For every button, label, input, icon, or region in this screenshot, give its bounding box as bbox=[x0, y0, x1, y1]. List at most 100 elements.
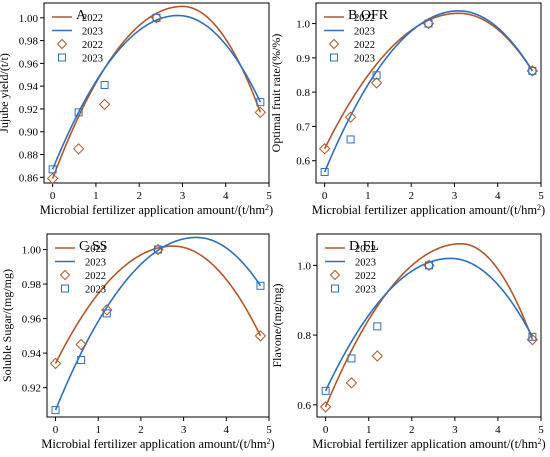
y-tick-label: 1.0 bbox=[296, 19, 310, 31]
x-tick-label: 0 bbox=[323, 424, 329, 436]
fit-line-2022 bbox=[324, 242, 534, 408]
data-point-2022 bbox=[318, 143, 331, 155]
x-tick-label: 5 bbox=[266, 424, 272, 436]
legend-label: 2022 bbox=[354, 40, 375, 51]
superscript: 2 bbox=[538, 437, 542, 446]
y-tick-label: 0.98 bbox=[19, 36, 39, 48]
y-tick-label: 0.8 bbox=[296, 87, 310, 99]
y-tick-label: 0.9 bbox=[296, 53, 310, 65]
x-tick-label: 5 bbox=[266, 190, 272, 202]
legend-label: 2022 bbox=[85, 271, 106, 282]
y-tick-label: 0.94 bbox=[22, 348, 42, 360]
data-point-2023 bbox=[373, 322, 382, 331]
fit-line-2023 bbox=[54, 236, 262, 411]
legend-label: 2023 bbox=[85, 258, 106, 269]
data-point-2022 bbox=[254, 330, 267, 342]
plot-frame bbox=[43, 2, 270, 184]
data-point-2023 bbox=[256, 98, 265, 107]
legend-label: 2022 bbox=[355, 271, 376, 282]
y-tick-label: 0.96 bbox=[22, 314, 42, 326]
y-axis-label: Soluble Sugar/(mg/mg) bbox=[0, 269, 14, 382]
x-tick-label: 2 bbox=[409, 424, 415, 436]
legend-diamond-swatch bbox=[328, 38, 340, 50]
x-tick-label: 1 bbox=[365, 190, 371, 202]
y-tick-label: 0.7 bbox=[296, 121, 310, 133]
y-tick-label: 0.6 bbox=[296, 156, 310, 168]
legend-square-swatch bbox=[58, 53, 66, 62]
y-tick-label: 0.88 bbox=[19, 150, 39, 162]
legend-label: 2022 bbox=[85, 244, 106, 255]
data-point-2022 bbox=[72, 143, 85, 155]
data-point-2022 bbox=[370, 77, 383, 89]
data-point-2023 bbox=[528, 332, 537, 341]
x-tick-label: 1 bbox=[95, 424, 101, 436]
data-point-2023 bbox=[102, 309, 111, 318]
data-point-2023 bbox=[321, 386, 330, 395]
data-point-2023 bbox=[152, 13, 161, 22]
y-tick-label: 0.96 bbox=[19, 58, 39, 70]
x-tick-label: 3 bbox=[180, 190, 186, 202]
x-tick-label: 3 bbox=[452, 190, 458, 202]
legend-label: 2023 bbox=[354, 54, 375, 65]
superscript: 2 bbox=[265, 203, 269, 212]
x-tick-label: 4 bbox=[495, 190, 501, 202]
x-axis-label: Microbial fertilizer application amount/… bbox=[40, 203, 273, 218]
fit-line-2023 bbox=[51, 14, 262, 170]
y-tick-label: 0.86 bbox=[19, 172, 39, 184]
y-tick-label: 0.90 bbox=[19, 127, 39, 139]
legend: 2022 2023 2022 2023 bbox=[324, 13, 375, 65]
data-point-2023 bbox=[48, 165, 57, 174]
legend-label: 2023 bbox=[354, 27, 375, 38]
y-tick-label: 0.92 bbox=[19, 104, 38, 116]
plot-frame bbox=[46, 233, 270, 418]
x-tick-label: 2 bbox=[408, 190, 414, 202]
data-point-2023 bbox=[424, 19, 433, 28]
legend: 2022 2023 2022 2023 bbox=[325, 244, 376, 296]
legend-label: 2022 bbox=[354, 13, 375, 24]
data-point-2023 bbox=[154, 245, 162, 254]
data-point-2023 bbox=[372, 71, 381, 80]
x-tick-label: 0 bbox=[53, 424, 59, 436]
y-axis-label: Optimal fruit rate/(%/%) bbox=[269, 34, 283, 153]
panel-label: B OFR bbox=[348, 8, 389, 23]
legend-square-swatch bbox=[61, 284, 69, 293]
data-point-2023 bbox=[51, 406, 60, 415]
data-point-2023 bbox=[346, 135, 355, 144]
data-point-2022 bbox=[98, 98, 111, 111]
data-point-2022 bbox=[49, 357, 62, 370]
panel-b: 0 1 2 3 4 5 0.6 0.7 0.8 0.9 1.0 Microbial fertilize… bbox=[269, 2, 545, 218]
legend-label: 2022 bbox=[355, 244, 376, 255]
x-tick-label: 1 bbox=[366, 424, 372, 436]
data-point-2023 bbox=[100, 81, 109, 90]
data-point-2023 bbox=[77, 356, 86, 365]
x-tick-label: 1 bbox=[93, 190, 99, 202]
legend: 2022 2023 2022 2023 bbox=[52, 13, 103, 65]
y-tick-label: 0.94 bbox=[19, 81, 39, 93]
panel-label: A bbox=[76, 8, 87, 23]
legend-label: 2022 bbox=[82, 40, 103, 51]
data-point-2023 bbox=[425, 261, 433, 270]
x-axis-label: Microbial fertilizer application amount/… bbox=[312, 203, 545, 218]
legend-diamond-swatch bbox=[56, 38, 68, 50]
legend-diamond-swatch bbox=[59, 269, 71, 281]
superscript: 2 bbox=[267, 437, 271, 446]
x-tick-label: 5 bbox=[538, 424, 544, 436]
y-tick-label: 0.8 bbox=[297, 330, 311, 342]
legend-label: 2023 bbox=[85, 285, 106, 296]
x-tick-label: 5 bbox=[538, 190, 544, 202]
legend-label: 2023 bbox=[355, 285, 376, 296]
y-tick-label: 1.00 bbox=[22, 245, 42, 257]
y-tick-label: 0.92 bbox=[22, 383, 41, 395]
panel-label: C SS bbox=[79, 239, 107, 254]
panel-d: 0 1 2 3 4 5 0.6 0.8 1.0 Microbial fertilizer appl… bbox=[270, 233, 546, 451]
legend-label: 2023 bbox=[82, 27, 103, 38]
x-tick-label: 3 bbox=[181, 424, 187, 436]
data-point-2023 bbox=[347, 354, 356, 363]
legend-diamond-swatch bbox=[329, 269, 341, 281]
legend-square-swatch bbox=[331, 284, 339, 293]
y-tick-label: 1.00 bbox=[19, 13, 39, 25]
data-point-2022 bbox=[101, 304, 113, 316]
y-tick-label: 1.0 bbox=[297, 260, 311, 272]
plot-frame bbox=[315, 2, 542, 184]
